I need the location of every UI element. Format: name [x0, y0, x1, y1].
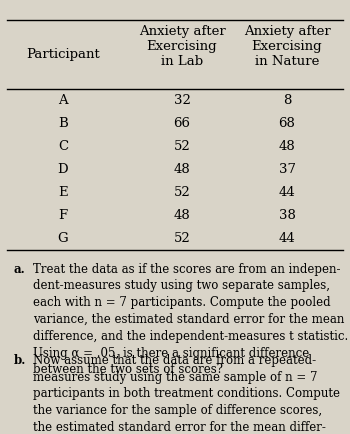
Text: 8: 8 [283, 94, 291, 107]
Text: Treat the data as if the scores are from an indepen-
dent-measures study using t: Treat the data as if the scores are from… [33, 263, 349, 376]
Text: 48: 48 [174, 163, 190, 176]
Text: b.: b. [14, 354, 26, 367]
Text: 48: 48 [279, 140, 295, 153]
Text: Participant: Participant [26, 48, 100, 61]
Text: 37: 37 [279, 163, 295, 176]
Text: Anxiety after
Exercising
in Nature: Anxiety after Exercising in Nature [244, 25, 330, 68]
Text: 52: 52 [174, 140, 190, 153]
Text: B: B [58, 117, 68, 130]
Text: 32: 32 [174, 94, 190, 107]
Text: A: A [58, 94, 68, 107]
Text: Anxiety after
Exercising
in Lab: Anxiety after Exercising in Lab [139, 25, 225, 68]
Text: 44: 44 [279, 232, 295, 245]
Text: E: E [58, 186, 68, 199]
Text: F: F [58, 209, 68, 222]
Text: 68: 68 [279, 117, 295, 130]
Text: 52: 52 [174, 232, 190, 245]
Text: C: C [58, 140, 68, 153]
Text: a.: a. [14, 263, 26, 276]
Text: Now assume that the data are from a repeated-
measures study using the same samp: Now assume that the data are from a repe… [33, 354, 340, 434]
Text: 52: 52 [174, 186, 190, 199]
Text: 38: 38 [279, 209, 295, 222]
Text: 66: 66 [174, 117, 190, 130]
Text: 44: 44 [279, 186, 295, 199]
Text: D: D [58, 163, 68, 176]
Text: 48: 48 [174, 209, 190, 222]
Text: G: G [58, 232, 68, 245]
